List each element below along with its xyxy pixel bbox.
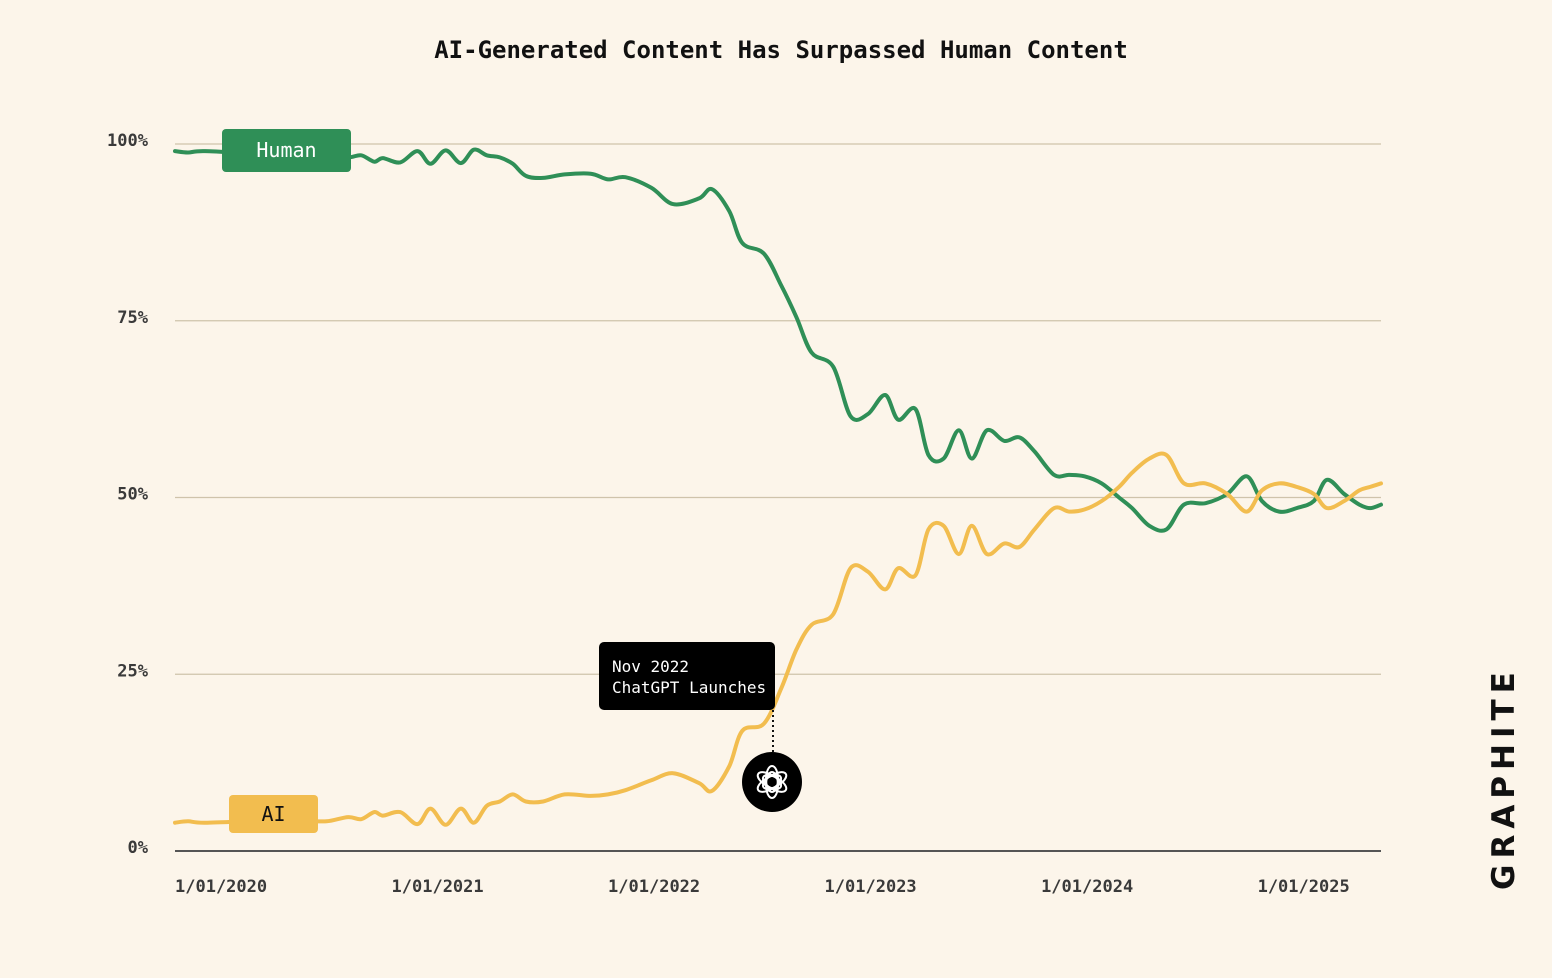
x-tick-label: 1/01/2023: [825, 877, 917, 897]
legend-human-box: [222, 129, 351, 172]
annotation-box: [599, 642, 775, 710]
y-tick-label: 100%: [107, 131, 149, 151]
series-line-human: [173, 147, 1383, 533]
y-tick-label: 0%: [128, 838, 149, 858]
annotation-line2: ChatGPT Launches: [612, 678, 766, 697]
legend-human: Human: [222, 129, 351, 172]
series-line-ai: [173, 451, 1383, 827]
x-tick-label: 1/01/2025: [1258, 877, 1350, 897]
series-layer: [173, 147, 1383, 827]
legend-ai-box: [229, 795, 318, 833]
grid-layer: [175, 143, 1381, 852]
y-tick-label: 75%: [117, 308, 148, 328]
x-tick-label: 1/01/2020: [175, 877, 267, 897]
graphite-logo: GRAPHITE: [1486, 666, 1522, 890]
x-tick-labels: 1/01/2020 1/01/2021 1/01/2022 1/01/2023 1/01…: [175, 877, 1350, 897]
chatgpt-annotation: Nov 2022 ChatGPT Launches: [599, 642, 802, 812]
x-tick-label: 1/01/2022: [608, 877, 700, 897]
legend-ai-label: AI: [261, 802, 285, 826]
x-tick-label: 1/01/2024: [1041, 877, 1133, 897]
y-tick-label: 50%: [117, 485, 148, 505]
y-tick-labels: 0% 25% 50% 75% 100%: [107, 131, 149, 858]
openai-logo-icon: [742, 752, 802, 812]
x-tick-label: 1/01/2021: [392, 877, 484, 897]
annotation-line1: Nov 2022: [612, 657, 689, 676]
legend-ai: AI: [229, 795, 318, 833]
chart-title: AI-Generated Content Has Surpassed Human…: [434, 36, 1128, 64]
y-tick-label: 25%: [117, 661, 148, 681]
legend-human-label: Human: [256, 138, 316, 162]
